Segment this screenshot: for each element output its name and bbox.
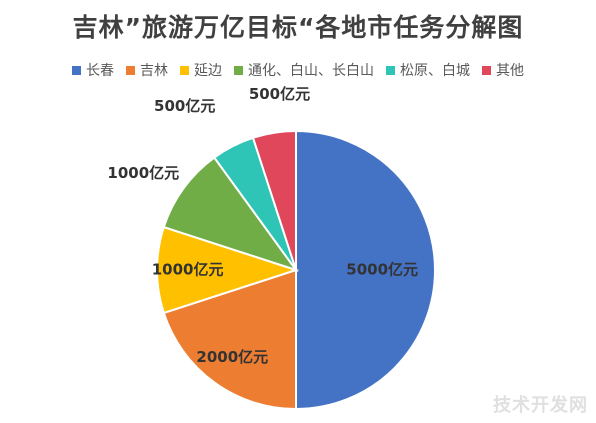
watermark: 技术开发网 — [493, 395, 588, 416]
data-label: 5000亿元 — [346, 261, 418, 279]
chart-title: 吉林”旅游万亿目标“各地市任务分解图 — [72, 13, 524, 42]
legend-swatch — [386, 65, 395, 75]
legend-swatch — [180, 65, 189, 75]
legend-label: 通化、白山、长白山 — [248, 63, 374, 79]
legend-item: 松原、白城 — [386, 60, 470, 80]
pie-slice — [162, 268, 297, 411]
legend-swatch — [72, 65, 81, 75]
data-label: 1000亿元 — [107, 164, 179, 182]
legend-item: 吉林 — [126, 60, 168, 80]
legend-label: 松原、白城 — [400, 63, 470, 79]
legend-label: 其他 — [496, 63, 524, 79]
legend-swatch — [234, 65, 243, 75]
legend: 长春 吉林 延边 通化、白山、长白山 松原、白城 其他 — [0, 60, 596, 80]
legend-item: 其他 — [482, 60, 524, 80]
legend-swatch — [482, 65, 491, 75]
pie-slice — [156, 225, 300, 315]
legend-item: 通化、白山、长白山 — [234, 60, 374, 80]
data-label: 2000亿元 — [196, 348, 268, 366]
legend-item: 长春 — [72, 60, 114, 80]
data-label: 500亿元 — [249, 85, 310, 103]
legend-label: 延边 — [194, 63, 222, 79]
data-label: 1000亿元 — [152, 261, 224, 279]
legend-swatch — [126, 65, 135, 75]
pie-slice — [162, 156, 299, 272]
pie-slice — [251, 129, 297, 271]
legend-label: 长春 — [86, 63, 114, 79]
data-label: 500亿元 — [154, 97, 215, 115]
legend-item: 延边 — [180, 60, 222, 80]
pie-slice — [295, 129, 436, 411]
legend-label: 吉林 — [140, 63, 168, 79]
